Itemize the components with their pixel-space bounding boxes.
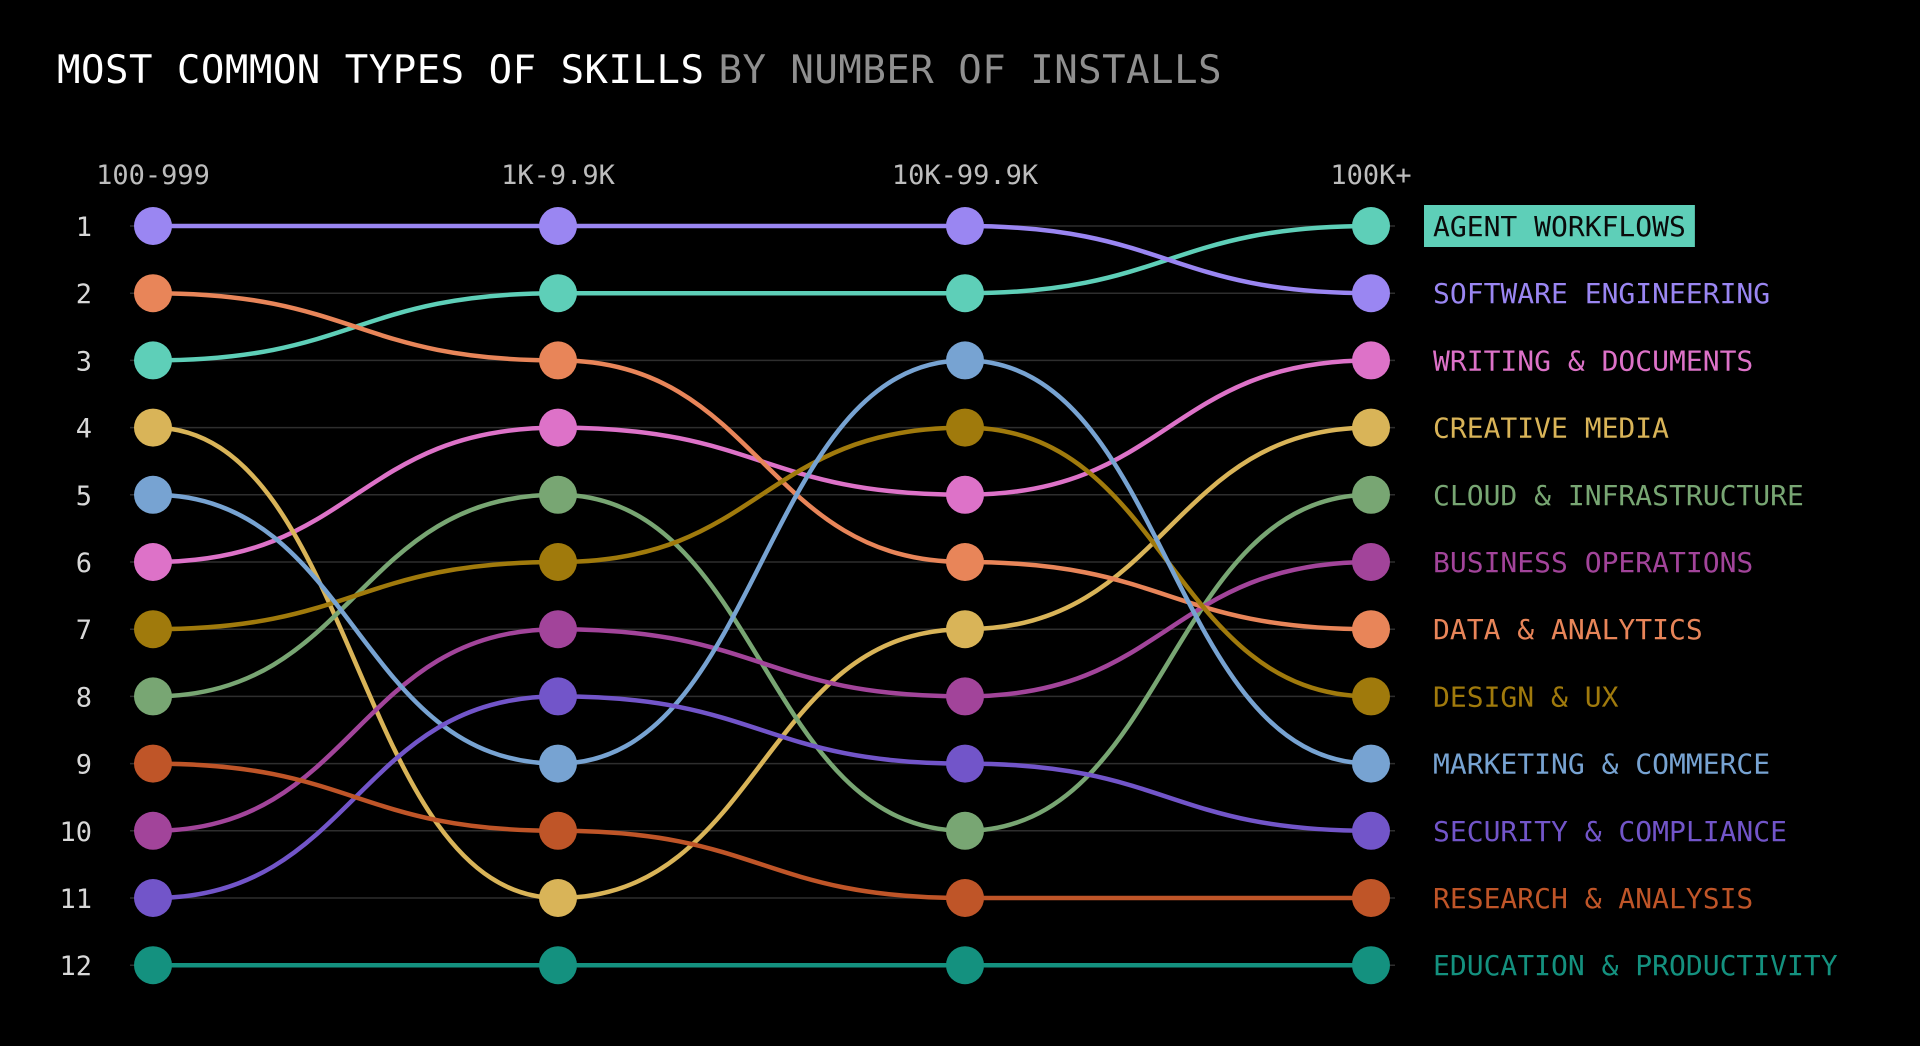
data-point (539, 879, 577, 917)
data-point (134, 744, 172, 783)
data-point (539, 543, 577, 581)
category-label: 100K+ (1330, 160, 1411, 191)
rank-label: 2 (76, 279, 92, 310)
highlight-box (1424, 205, 1695, 247)
data-point (539, 744, 577, 783)
series-line (150, 694, 1374, 901)
series-line (150, 290, 1374, 632)
series-label: SOFTWARE ENGINEERING (1433, 277, 1770, 310)
series-line (150, 559, 1374, 834)
data-point (539, 408, 577, 447)
rank-label: 3 (76, 346, 92, 377)
series-label: MARKETING & COMMERCE (1433, 748, 1770, 781)
data-point (134, 610, 172, 649)
data-point (134, 408, 172, 447)
data-point (539, 207, 577, 245)
series-line (150, 492, 1374, 834)
data-point (134, 677, 172, 716)
data-point (1352, 879, 1390, 917)
series-label: BUSINESS OPERATIONS (1433, 546, 1753, 579)
data-point (1352, 543, 1390, 581)
category-label: 10K-99.9K (892, 160, 1039, 191)
data-point (1352, 207, 1390, 245)
rank-label: 7 (76, 615, 92, 646)
series-label: DATA & ANALYTICS (1433, 613, 1703, 646)
data-point (134, 879, 172, 917)
data-point (539, 677, 577, 716)
series-points (134, 207, 1390, 985)
chart-title: MOST COMMON TYPES OF SKILLS (57, 48, 705, 93)
series-label: SECURITY & COMPLIANCE (1433, 815, 1787, 848)
series-label: AGENT WORKFLOWS (1433, 210, 1686, 243)
data-point (134, 946, 172, 985)
data-point (1352, 744, 1390, 783)
series-label: CREATIVE MEDIA (1433, 412, 1669, 445)
series-line (150, 358, 1374, 766)
data-point (539, 475, 577, 514)
data-point (1352, 341, 1390, 380)
series-label: DESIGN & UX (1433, 680, 1619, 713)
data-point (946, 274, 984, 313)
rank-label: 9 (76, 750, 92, 781)
data-point (946, 744, 984, 783)
data-point (134, 475, 172, 514)
data-point (539, 946, 577, 985)
rank-label: 10 (59, 817, 92, 848)
data-point (946, 677, 984, 716)
category-label: 100-999 (96, 160, 210, 191)
chart-title-row: MOST COMMON TYPES OF SKILLS BY NUMBER OF … (57, 48, 1222, 93)
data-point (946, 946, 984, 985)
data-point (1352, 274, 1390, 313)
data-point (539, 610, 577, 649)
series-line (150, 761, 1374, 901)
data-point (946, 207, 984, 245)
series-lines (150, 223, 1374, 968)
data-point (946, 811, 984, 850)
data-point (539, 341, 577, 380)
chart-subtitle: BY NUMBER OF INSTALLS (718, 48, 1223, 93)
data-point (1352, 610, 1390, 649)
rank-label: 5 (76, 481, 92, 512)
rank-label: 1 (76, 212, 92, 243)
series-label: RESEARCH & ANALYSIS (1433, 882, 1753, 915)
series-line (150, 223, 1374, 296)
data-point (134, 341, 172, 380)
series-label: WRITING & DOCUMENTS (1433, 344, 1753, 377)
data-point (134, 543, 172, 581)
data-point (1352, 677, 1390, 716)
data-point (946, 475, 984, 514)
rank-label: 6 (76, 548, 92, 579)
category-label: 1K-9.9K (501, 160, 616, 191)
rank-label: 8 (76, 682, 92, 713)
data-point (946, 408, 984, 447)
data-point (946, 610, 984, 649)
data-point (134, 207, 172, 245)
data-point (946, 341, 984, 380)
series-line (150, 425, 1374, 699)
series-label: EDUCATION & PRODUCTIVITY (1433, 949, 1838, 982)
data-point (539, 274, 577, 313)
rank-label: 4 (76, 414, 92, 445)
data-point (539, 811, 577, 850)
data-point (134, 811, 172, 850)
series-label: CLOUD & INFRASTRUCTURE (1433, 479, 1804, 512)
data-point (946, 879, 984, 917)
data-point (946, 543, 984, 581)
category-labels: 100-999 1K-9.9K 10K-99.9K 100K+ (96, 160, 1412, 191)
rank-label: 11 (59, 884, 92, 915)
data-point (1352, 475, 1390, 514)
data-point (1352, 811, 1390, 850)
rank-label: 12 (59, 951, 92, 982)
data-point (1352, 408, 1390, 447)
data-point (1352, 946, 1390, 985)
data-point (134, 274, 172, 313)
series-labels: AGENT WORKFLOWS SOFTWARE ENGINEERING WRITI… (1424, 205, 1838, 982)
